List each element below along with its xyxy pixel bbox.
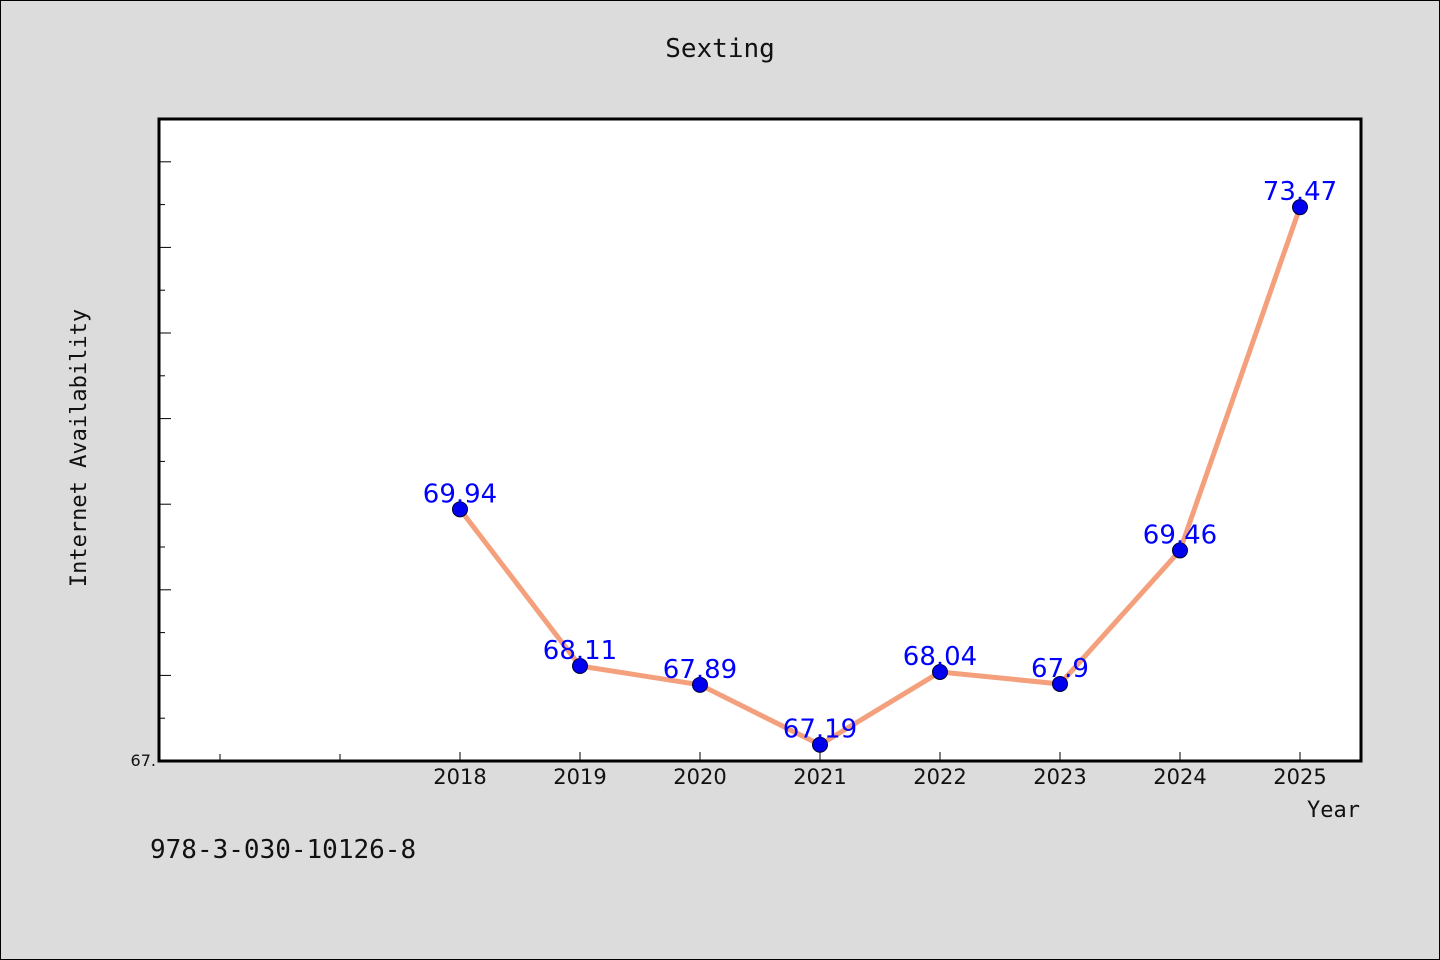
x-axis-label: Year: [1307, 798, 1360, 823]
data-point: [1292, 199, 1308, 216]
data-point: [1052, 675, 1068, 692]
x-tick-label: 2018: [433, 765, 486, 789]
series-line-group: [457, 204, 1303, 748]
data-point: [932, 663, 948, 680]
data-label: 67.9: [1031, 654, 1089, 684]
data-point: [812, 736, 828, 753]
plot-area: [159, 119, 1361, 761]
x-axis-ticks: 2018 2019 2020 2021 2022 2023 2024 2025: [219, 752, 1327, 789]
data-label: 68.04: [903, 642, 977, 672]
x-tick-label: 2020: [673, 765, 726, 789]
data-labels: 69.94 68.11 67.89 67.19 68.04 67.9 69.46 73.47: [423, 177, 1337, 745]
x-tick-label: 2023: [1033, 765, 1086, 789]
plot-border: [157, 117, 1363, 763]
data-point: [692, 676, 708, 693]
data-point: [452, 501, 468, 518]
data-markers: [452, 199, 1308, 753]
data-label: 69.94: [423, 479, 497, 509]
data-label: 67.19: [783, 715, 857, 745]
x-tick-label: 2024: [1153, 765, 1206, 789]
x-tick-label: 2022: [913, 765, 966, 789]
data-label: 68.11: [543, 636, 617, 666]
data-point: [1172, 542, 1188, 559]
isbn-code: 978-3-030-10126-8: [150, 835, 417, 865]
data-label: 73.47: [1263, 177, 1337, 207]
x-tick-label: 2025: [1273, 765, 1326, 789]
data-label: 67.89: [663, 655, 737, 685]
data-label: 69.46: [1143, 520, 1217, 550]
data-point: [572, 657, 588, 674]
series-line: [457, 204, 1303, 748]
chart-title: Sexting: [665, 34, 775, 64]
x-tick-label: 2021: [793, 765, 846, 789]
y-axis-label: Internet Availability: [67, 309, 92, 587]
x-tick-label: 2019: [553, 765, 606, 789]
y-tick-label: 67.: [131, 751, 156, 770]
